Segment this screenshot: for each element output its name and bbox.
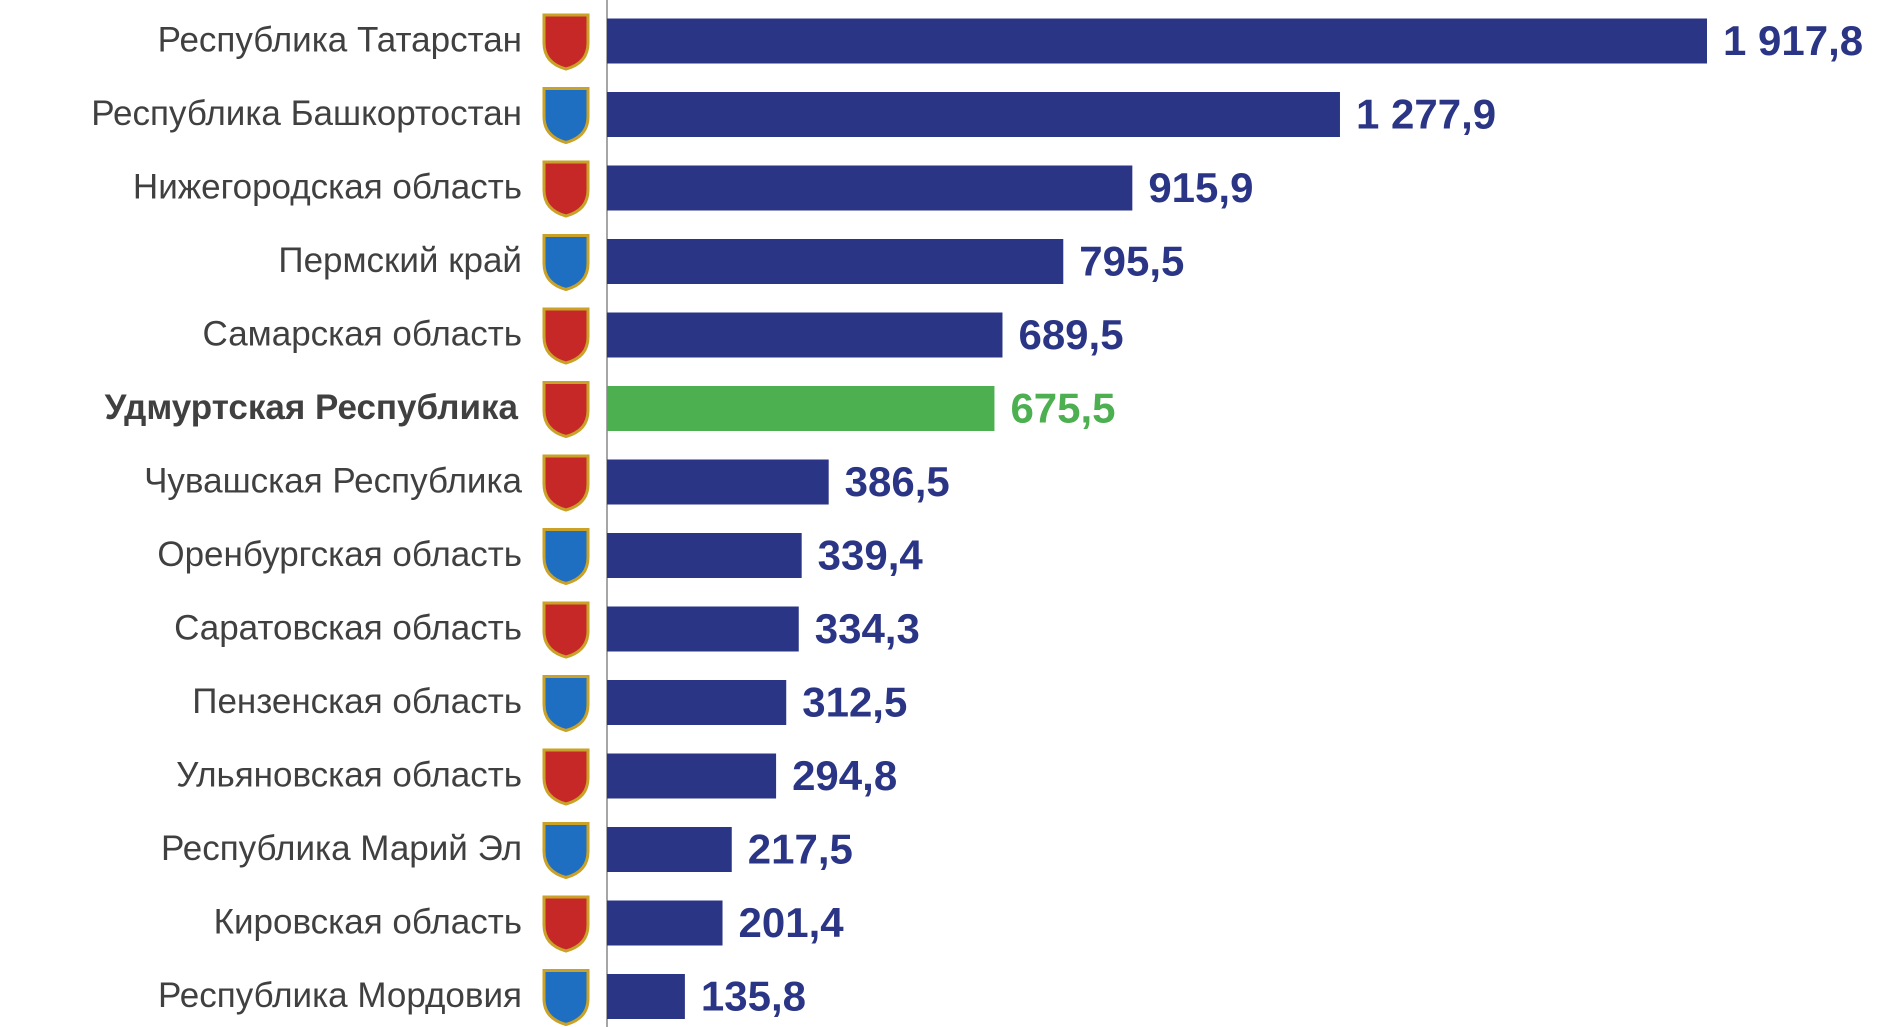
value-label: 689,5	[1018, 311, 1123, 358]
bar	[607, 900, 723, 946]
emblem-shield	[542, 675, 590, 733]
bar	[607, 312, 1003, 358]
bar	[607, 827, 732, 872]
emblem-shield	[542, 895, 590, 953]
emblem-shield	[542, 160, 590, 218]
emblem	[542, 528, 590, 586]
category-label: Пермский край	[278, 241, 522, 280]
emblem	[542, 748, 590, 806]
bar	[607, 606, 799, 652]
category-label: Нижегородская область	[133, 167, 522, 206]
value-label: 675,5	[1010, 385, 1115, 432]
category-label: Оренбургская область	[157, 535, 522, 574]
bar	[607, 239, 1064, 284]
bar	[607, 533, 802, 578]
value-label: 1 277,9	[1356, 91, 1496, 138]
category-label: Республика Башкортостан	[91, 94, 522, 133]
emblem	[542, 381, 590, 439]
emblem-shield	[542, 307, 590, 365]
emblem-shield	[542, 748, 590, 806]
bar	[607, 680, 787, 725]
emblem-shield	[542, 454, 590, 512]
emblem-shield	[542, 381, 590, 439]
emblem-shield	[542, 601, 590, 659]
category-label: Кировская область	[214, 902, 522, 941]
category-label: Республика Марий Эл	[161, 829, 522, 868]
emblem-shield	[542, 87, 590, 145]
category-label: Пензенская область	[192, 682, 522, 721]
value-label: 1 917,8	[1723, 17, 1863, 64]
emblem	[542, 969, 590, 1027]
emblem-shield	[542, 13, 590, 71]
bar	[607, 386, 995, 431]
emblem	[542, 601, 590, 659]
category-label: Ульяновская область	[176, 755, 522, 794]
emblem	[542, 454, 590, 512]
category-label: Самарская область	[203, 314, 522, 353]
emblem-shield	[542, 822, 590, 880]
bar	[607, 165, 1133, 211]
emblem-shield	[542, 528, 590, 586]
emblem	[542, 87, 590, 145]
emblem	[542, 675, 590, 733]
bar	[607, 459, 829, 505]
bar	[607, 18, 1707, 64]
emblem	[542, 895, 590, 953]
value-label: 339,4	[818, 532, 924, 579]
value-label: 201,4	[739, 899, 845, 946]
value-label: 294,8	[792, 752, 897, 799]
category-label: Чувашская Республика	[144, 461, 522, 500]
category-label: Республика Мордовия	[158, 976, 522, 1015]
category-label: Удмуртская Республика	[105, 388, 519, 427]
value-label: 312,5	[802, 679, 907, 726]
value-label: 334,3	[815, 605, 920, 652]
bar	[607, 753, 777, 799]
value-label: 915,9	[1148, 164, 1253, 211]
category-label: Саратовская область	[174, 608, 522, 647]
emblem-shield	[542, 969, 590, 1027]
emblem	[542, 822, 590, 880]
emblem	[542, 234, 590, 292]
emblem-shield	[542, 234, 590, 292]
emblem	[542, 160, 590, 218]
value-label: 386,5	[845, 458, 950, 505]
value-label: 795,5	[1079, 238, 1184, 285]
emblem	[542, 307, 590, 365]
category-label: Республика Татарстан	[158, 20, 522, 59]
bar	[607, 92, 1340, 137]
emblem	[542, 13, 590, 71]
value-label: 135,8	[701, 973, 806, 1020]
value-label: 217,5	[748, 826, 853, 873]
bar	[607, 974, 685, 1019]
